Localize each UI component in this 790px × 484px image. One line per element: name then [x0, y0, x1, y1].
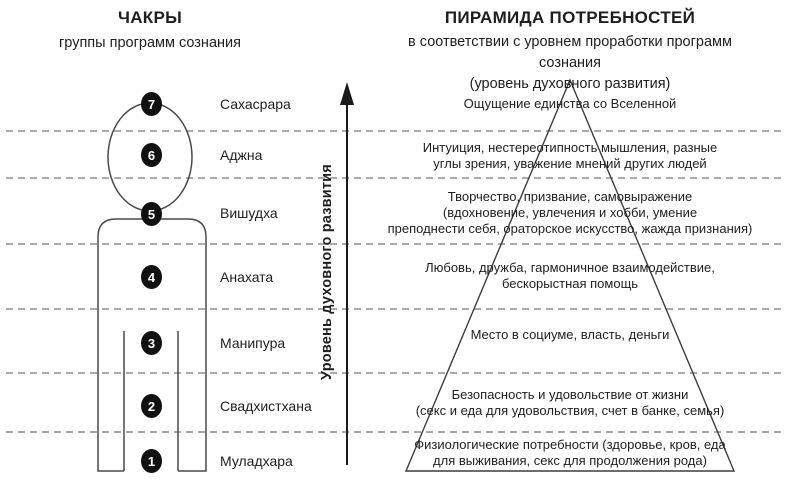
chakra-circle-5: 5: [141, 202, 162, 226]
pyramid-level-4-text: Любовь, дружба, гармоничное взаимодейств…: [425, 260, 715, 291]
pyramid-level-6-text: Интуиция, нестереотипность мышления, раз…: [422, 140, 718, 171]
chakra-circle-4: 4: [141, 265, 162, 289]
chakra-label-vishuddha: Вишудха: [220, 205, 278, 221]
chakra-label-sahasrara: Сахасрара: [220, 96, 291, 112]
axis-arrow-head: [340, 82, 354, 105]
pyramid-level-1-text: Физиологические потребности (здоровье, к…: [414, 437, 726, 468]
chakra-label-svadhisthana: Свадхистхана: [220, 398, 312, 414]
chakra-label-anahata: Анахата: [220, 269, 274, 285]
pyramid-title: ПИРАМИДА ПОТРЕБНОСТЕЙ: [444, 8, 696, 27]
pyramid-level-7-text: Ощущение единства со Вселенной: [463, 96, 677, 111]
pyramid-subtitle: в соответствии с уровнем проработки прог…: [408, 34, 732, 92]
level-separator-lines: [6, 130, 784, 433]
chakra-label-muladhara: Муладхара: [220, 453, 293, 469]
pyramid-triangle: [404, 78, 736, 472]
axis-label: Уровень духовного развития: [319, 164, 335, 380]
chakras-title: ЧАКРЫ: [117, 8, 183, 27]
human-figure-legs-split: [123, 331, 179, 471]
pyramid-level-2-text: Безопасность и удовольствие от жизни (се…: [415, 387, 725, 418]
pyramid-level-5-text: Творчество, призвание, самовыражение (вд…: [387, 189, 753, 236]
chakra-circle-3: 3: [141, 331, 162, 355]
chakra-label-ajna: Аджна: [220, 147, 263, 163]
chakra-circle-6: 6: [141, 143, 162, 167]
pyramid-level-3-text: Место в социуме, власть, деньги: [470, 327, 670, 342]
chakra-circle-2: 2: [141, 394, 162, 418]
chakra-circle-1: 1: [141, 449, 162, 473]
chakra-circle-7: 7: [141, 92, 162, 116]
chakra-label-manipura: Манипура: [220, 335, 286, 351]
chakras-subtitle: группы программ сознания: [59, 35, 241, 51]
